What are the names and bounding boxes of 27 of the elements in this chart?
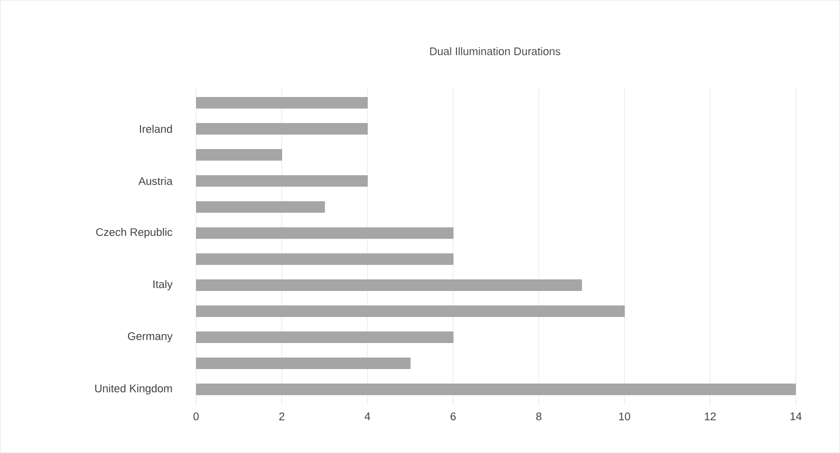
y-tick-label: Ireland bbox=[140, 124, 172, 133]
y-tick-label: Germany bbox=[128, 332, 173, 342]
bar bbox=[196, 227, 454, 239]
bar bbox=[196, 97, 368, 108]
bar bbox=[196, 175, 368, 187]
bar bbox=[196, 201, 325, 213]
bar bbox=[196, 384, 796, 395]
bar bbox=[196, 358, 410, 369]
y-tick-label: Italy bbox=[153, 280, 173, 290]
bar bbox=[196, 305, 625, 317]
bar bbox=[196, 123, 368, 134]
y-tick-label: United Kingdom bbox=[95, 384, 172, 394]
y-tick-label: Czech Republic bbox=[96, 228, 172, 238]
x-tick-label: 0 bbox=[193, 412, 199, 420]
x-tick-label: 14 bbox=[790, 412, 802, 420]
x-tick-label: 12 bbox=[704, 412, 716, 420]
bar bbox=[196, 149, 282, 160]
x-tick-label: 8 bbox=[536, 412, 542, 420]
chart-title: Dual Illumination Durations bbox=[430, 47, 560, 56]
bar bbox=[196, 279, 582, 291]
bar bbox=[196, 253, 454, 265]
y-tick-label: Austria bbox=[138, 176, 173, 185]
x-tick-label: 2 bbox=[279, 412, 284, 420]
bar bbox=[196, 332, 454, 343]
x-tick-label: 4 bbox=[364, 412, 370, 420]
x-tick-label: 10 bbox=[619, 412, 630, 420]
x-tick-label: 6 bbox=[450, 412, 456, 420]
